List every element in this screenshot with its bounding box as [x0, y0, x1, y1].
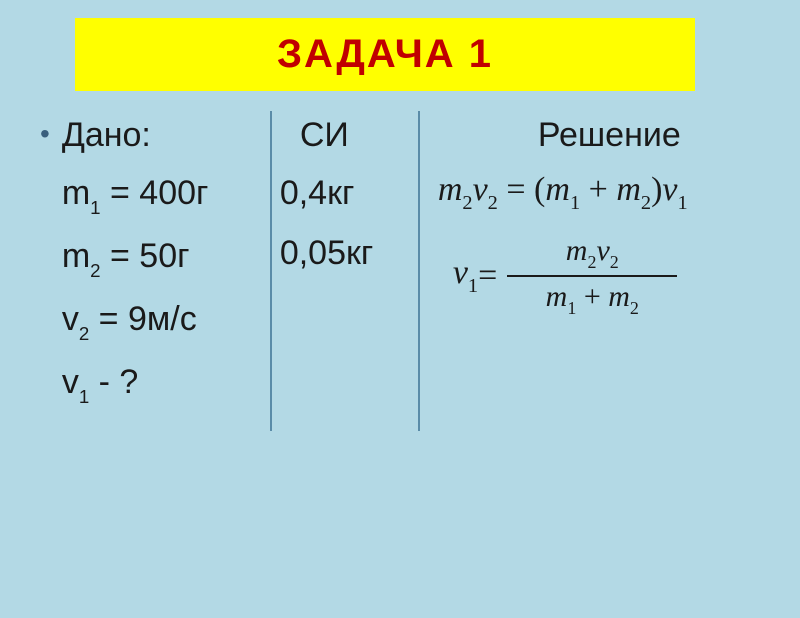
numerator: m2v2 — [556, 234, 629, 272]
fraction-line — [507, 275, 677, 277]
given-row-3: v2 = 9м/с — [62, 297, 262, 344]
divider-2 — [418, 111, 420, 431]
title-bar: ЗАДАЧА 1 — [75, 18, 695, 91]
divider-1 — [270, 111, 272, 431]
formula-1: m2v2 = (m1 + m2)v1 — [438, 171, 800, 214]
si-column: СИ 0,4кг 0,05кг — [280, 116, 410, 431]
given-row-1: m1 = 400г — [62, 171, 262, 218]
given-row-4: v1 - ? — [62, 360, 262, 407]
solution-column: Решение m2v2 = (m1 + m2)v1 v1 = m2v2 m1 … — [428, 116, 800, 431]
si-row-2: 0,05кг — [280, 231, 410, 275]
content-area: • Дано: m1 = 400г m2 = 50г v2 = 9м/с v1 … — [40, 116, 800, 431]
given-column: Дано: m1 = 400г m2 = 50г v2 = 9м/с v1 - … — [62, 116, 262, 431]
given-label: Дано: — [62, 116, 262, 155]
bullet-icon: • — [40, 118, 50, 431]
formula-2: v1 = m2v2 m1 + m2 — [453, 234, 800, 318]
title-text: ЗАДАЧА 1 — [277, 32, 493, 76]
si-row-1: 0,4кг — [280, 171, 410, 215]
si-label: СИ — [300, 116, 410, 155]
given-row-2: m2 = 50г — [62, 234, 262, 281]
denominator: m1 + m2 — [536, 280, 649, 318]
solution-label: Решение — [538, 116, 800, 155]
fraction: m2v2 m1 + m2 — [507, 234, 677, 318]
